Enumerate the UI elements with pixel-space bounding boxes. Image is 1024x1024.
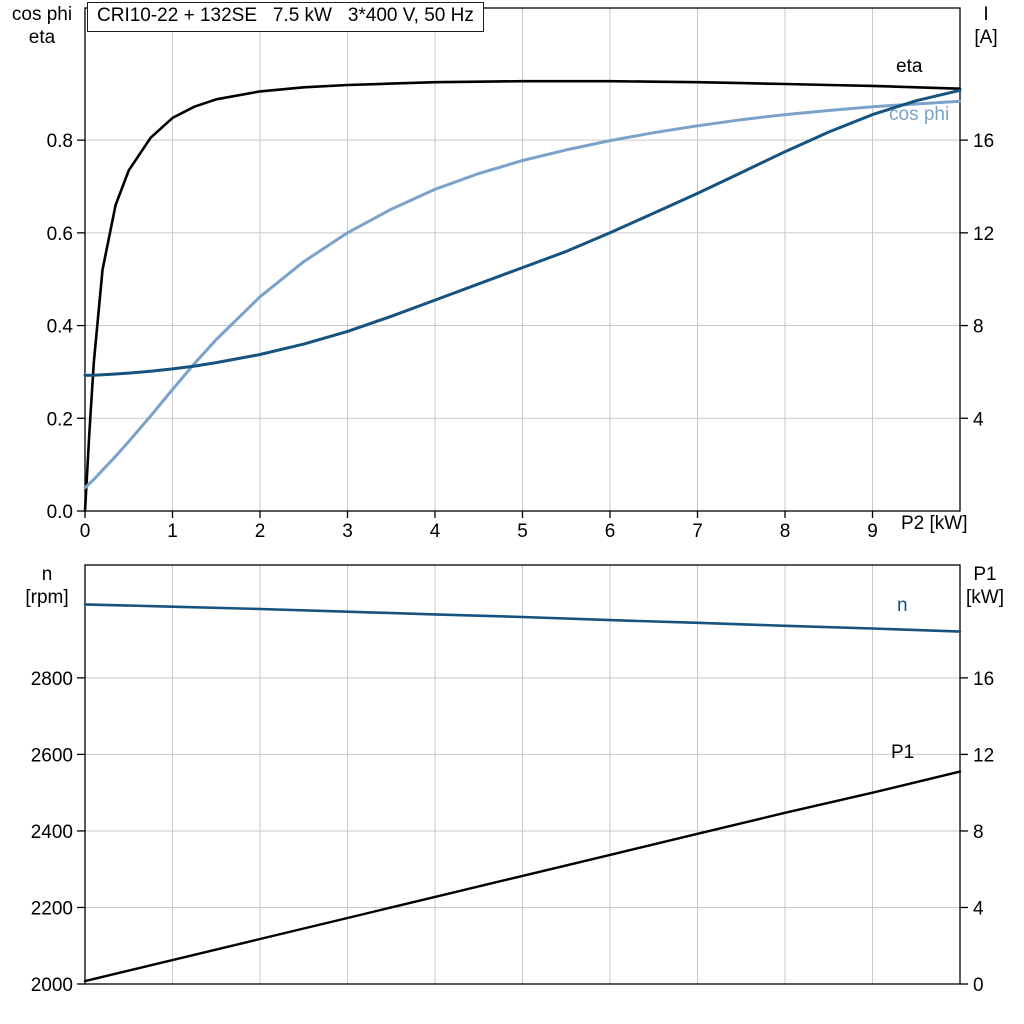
x-tick-label: 2	[255, 521, 266, 542]
curve-label-eta: eta	[896, 56, 923, 77]
y-left-tick-label: 0.4	[47, 317, 74, 338]
y-left-tick-label: 0.0	[47, 502, 73, 523]
curve-eta	[83, 79, 962, 513]
x-tick-label: 5	[517, 521, 528, 542]
left-axis-title-line-rpm: [rpm]	[25, 587, 69, 608]
chart-title: CRI10-22 + 132SE 7.5 kW 3*400 V, 50 Hz	[87, 2, 484, 32]
y-left-tick-label: 2200	[31, 898, 73, 919]
x-tick-label: 0	[80, 521, 91, 542]
y-right-tick-label: 12	[973, 224, 994, 245]
y-right-tick-label: 12	[973, 745, 994, 766]
left-axis-title-line-eta: eta	[28, 27, 56, 48]
curve-speed	[83, 603, 962, 633]
x-tick-label: 4	[430, 521, 441, 542]
y-right-tick-label: 8	[973, 317, 984, 338]
x-tick-label: 6	[605, 521, 616, 542]
left-axis-title-top-chart: cos phi eta	[6, 3, 78, 49]
curve-label-p1: P1	[891, 742, 915, 763]
x-tick-label: 9	[867, 521, 878, 542]
right-axis-title-line-A: [A]	[974, 27, 998, 48]
y-left-tick-label: 0.2	[47, 409, 73, 430]
right-axis-title-line-I: I	[983, 4, 989, 25]
y-left-tick-label: 0.8	[47, 131, 73, 152]
right-axis-title-bottom-chart: P1 [kW]	[961, 563, 1009, 609]
curve-current	[83, 88, 962, 377]
left-axis-title-line-cos-phi: cos phi	[11, 4, 73, 25]
y-right-tick-label: 16	[973, 131, 994, 152]
x-tick-label: 3	[342, 521, 353, 542]
curve-label-n: n	[897, 595, 908, 616]
y-right-tick-label: 16	[973, 669, 994, 690]
right-axis-title-line-kw: [kW]	[966, 587, 1004, 608]
speed-power-chart: 2000 2200 2400 2600 2800 0 4 8 12 16	[31, 564, 994, 996]
curve-p1	[83, 770, 962, 983]
y-left-tick-label: 0.6	[47, 224, 73, 245]
x-tick-label: 8	[780, 521, 791, 542]
x-axis-title-p2: P2 [kW]	[901, 513, 968, 534]
curve-cos-phi	[83, 99, 962, 490]
y-left-tick-label: 2000	[31, 975, 73, 996]
right-axis-title-top-chart: I [A]	[964, 3, 1008, 49]
y-left-tick-label: 2800	[31, 669, 73, 690]
y-left-tick-label: 2600	[31, 745, 73, 766]
y-right-tick-label: 8	[973, 822, 984, 843]
right-axis-title-line-p1: P1	[973, 564, 997, 585]
y-left-tick-label: 2400	[31, 822, 73, 843]
left-axis-title-bottom-chart: n [rpm]	[18, 563, 76, 609]
curve-label-cos-phi: cos phi	[889, 104, 950, 125]
y-right-tick-label: 4	[973, 409, 984, 430]
y-right-tick-label: 0	[973, 975, 984, 996]
y-right-tick-label: 4	[973, 898, 984, 919]
x-tick-label: 7	[692, 521, 703, 542]
plot-frame	[84, 564, 961, 985]
left-axis-title-line-n: n	[41, 564, 53, 585]
x-tick-label: 1	[167, 521, 178, 542]
